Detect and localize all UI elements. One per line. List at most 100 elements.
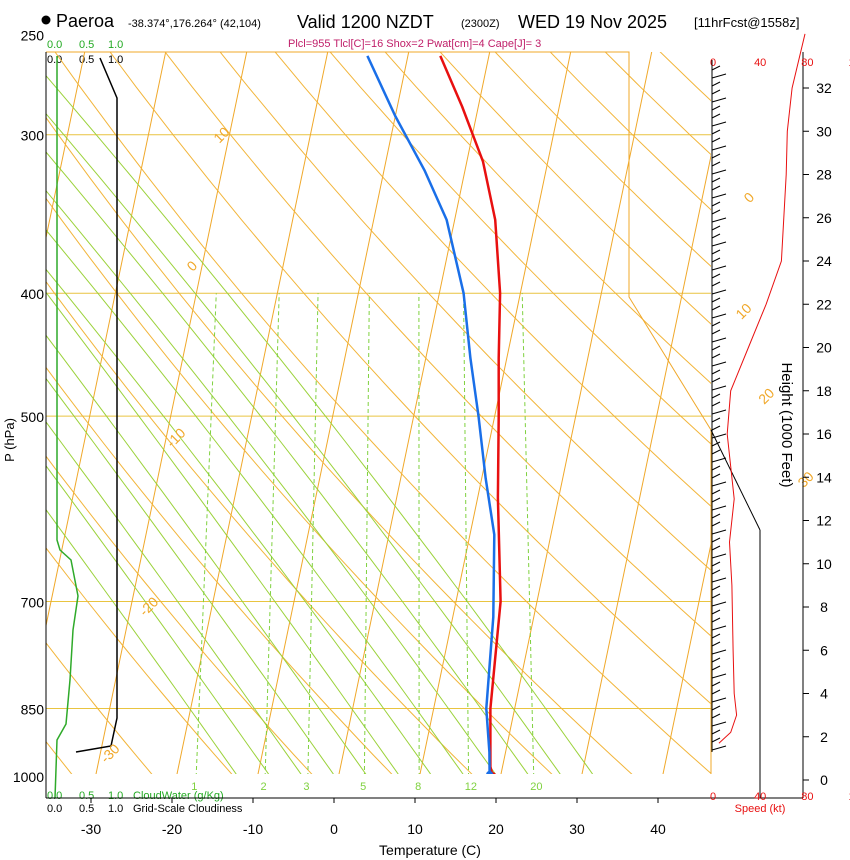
dry-adiabat-line [164, 52, 711, 637]
cloudwater-tick: 0.0 [47, 39, 62, 51]
wind-barb [711, 153, 721, 159]
x-tick-label: -10 [243, 821, 263, 837]
wind-barb [711, 321, 721, 327]
speed-tick-label: 40 [754, 57, 766, 69]
wind-barb [711, 73, 727, 79]
wind-barb [711, 417, 721, 423]
height-tick-label: 20 [816, 340, 832, 356]
mixing-ratio-label: 8 [415, 781, 421, 793]
pressure-tick-label: 400 [21, 286, 45, 302]
wind-barb [711, 209, 721, 215]
wind-barb [711, 425, 721, 431]
dry-adiabat-line [439, 52, 711, 325]
height-tick-label: 18 [816, 383, 832, 399]
dewpoint-line [366, 55, 496, 774]
isotherm-label: 0 [183, 257, 200, 274]
right-panel: 0246810121416182022242628303200404080801… [710, 33, 850, 803]
x-tick-label: 0 [330, 821, 338, 837]
dry-adiabat-line [494, 52, 711, 267]
x-tick-label: 40 [650, 821, 666, 837]
speed-tick-label: 80 [801, 791, 813, 803]
x-axis-label: Temperature (C) [379, 842, 481, 858]
wind-barb [711, 721, 727, 727]
isotherm-line [338, 52, 491, 774]
pressure-tick-label: 500 [21, 409, 45, 425]
height-tick-label: 28 [816, 167, 832, 183]
moist-adiabat-line [46, 151, 529, 774]
background-grid [46, 52, 711, 774]
mixing-ratio-line [521, 293, 535, 774]
wind-barb [711, 697, 727, 703]
speed-tick-label: 0 [710, 791, 716, 803]
cloudwater-label: CloudWater (g/Kg) [133, 790, 224, 802]
wind-barb [711, 225, 721, 231]
cloudwater-profile-line [54, 56, 79, 798]
wind-barb [711, 473, 721, 479]
wind-barb [711, 393, 721, 399]
wind-barb [711, 433, 727, 439]
speed-tick-label: 12 [848, 57, 850, 69]
cloudiness-tick: 0.5 [79, 803, 94, 815]
mixing-ratio-label: 5 [360, 781, 366, 793]
height-tick-label: 32 [816, 80, 832, 96]
wind-barb [711, 121, 727, 127]
wind-barb [711, 409, 727, 415]
isotherm-label: 20 [755, 385, 777, 407]
moist-adiabat-line [46, 112, 561, 774]
wind-barb [711, 625, 727, 631]
wind-barb [711, 257, 721, 263]
wind-barb [711, 113, 721, 119]
wind-barb [711, 497, 721, 503]
wind-barb [711, 361, 727, 367]
mixing-ratio-label: 12 [465, 781, 477, 793]
sounding-series [366, 55, 502, 774]
height-tick-label: 12 [816, 513, 832, 529]
wind-barb [711, 137, 721, 143]
y-axis-label: P (hPa) [2, 418, 17, 462]
wind-barb [711, 65, 721, 71]
wind-barb [711, 577, 727, 583]
wind-barb [711, 609, 721, 615]
wind-barb [711, 89, 721, 95]
wind-barb [711, 217, 727, 223]
dry-adiabat-line [219, 52, 711, 572]
moist-adiabat-line [46, 229, 464, 774]
wind-barb [711, 673, 727, 679]
height-tick-label: 0 [820, 772, 828, 788]
wind-barb [711, 505, 727, 511]
isotherm-line [257, 52, 410, 774]
wind-barb [711, 273, 721, 279]
wind-barb [711, 201, 721, 207]
wind-barb [711, 129, 721, 135]
wind-barb [711, 313, 727, 319]
cloudiness-tick: 1.0 [108, 803, 123, 815]
x-tick-label: 10 [407, 821, 423, 837]
wind-barb [711, 601, 727, 607]
cloudiness-label: Grid-Scale Cloudiness [133, 803, 243, 815]
wind-barb [711, 529, 727, 535]
cloudwater-tick: 0.5 [79, 790, 94, 802]
height-tick-label: 22 [816, 296, 832, 312]
speed-tick-label: 12 [848, 791, 850, 803]
station-marker-icon [41, 15, 51, 25]
height-tick-label: 2 [820, 729, 828, 745]
wind-barb [711, 177, 721, 183]
pressure-tick-label: 850 [21, 701, 45, 717]
wind-barb [711, 353, 721, 359]
temperature-line [439, 55, 502, 774]
isotherm-line [419, 52, 572, 774]
isotherm-label: 30 [794, 468, 816, 490]
mixing-ratio-label: 1 [191, 781, 197, 793]
wind-barb [711, 457, 727, 463]
isotherm-label: 0 [740, 189, 757, 206]
height-tick-label: 6 [820, 642, 828, 658]
x-tick-label: 20 [488, 821, 504, 837]
moist-adiabat-line [46, 465, 270, 774]
dry-adiabat-line [46, 116, 633, 774]
isotherm-line [46, 52, 86, 240]
wind-barb [711, 441, 721, 447]
dry-adiabat-line [329, 52, 711, 445]
panel-divider-line [710, 429, 761, 531]
cloudwater-tick: 1.0 [108, 790, 123, 802]
wind-barb [711, 377, 721, 383]
